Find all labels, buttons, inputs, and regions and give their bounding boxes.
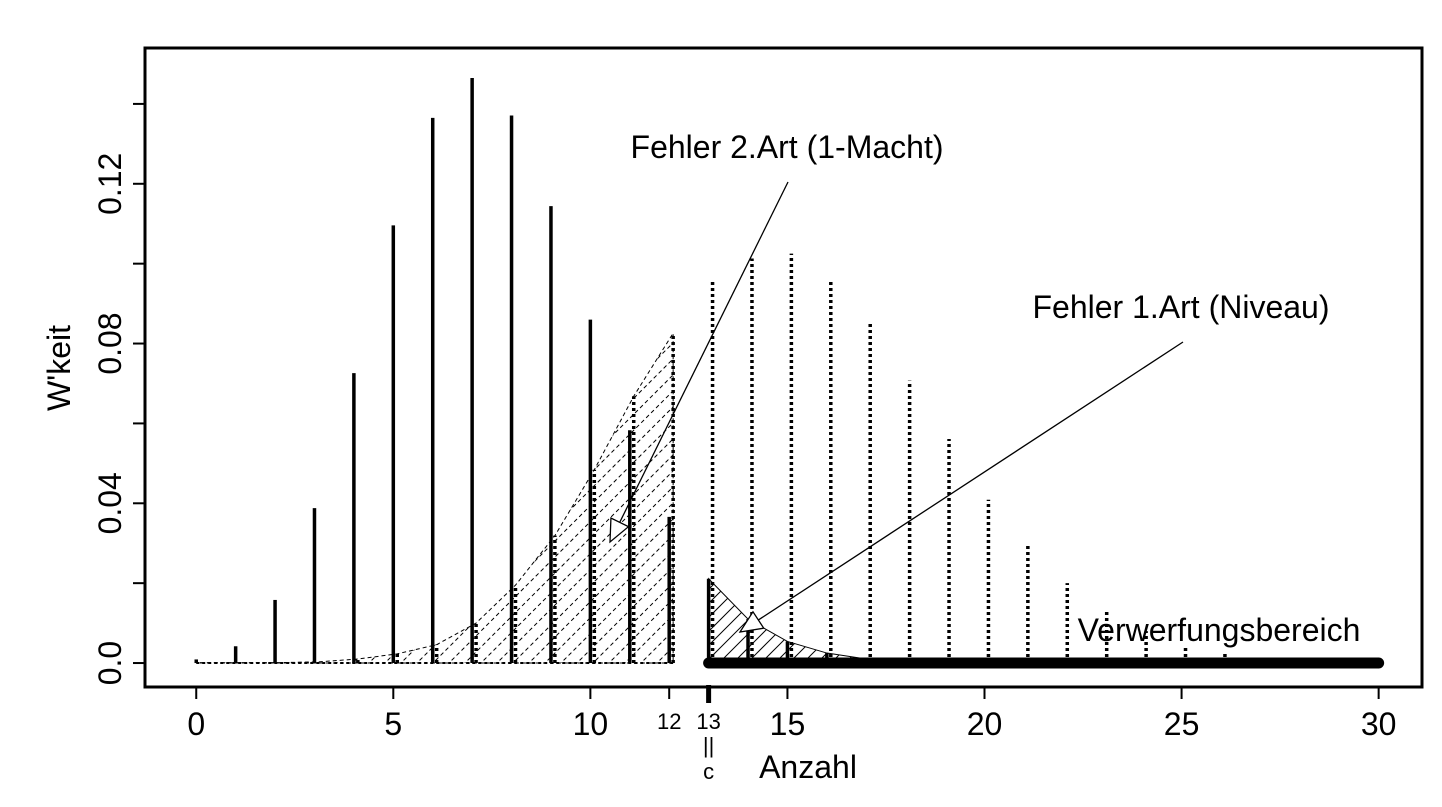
- x-axis: 0 5 10 15 20 25 30 12 13||c: [187, 685, 1396, 784]
- x-tick-label-30: 30: [1361, 706, 1397, 742]
- hatch-line: [200, 333, 641, 664]
- plot-frame: [143, 46, 1424, 689]
- hatch-line: [1018, 500, 1218, 700]
- c-marker-label: c: [703, 759, 714, 784]
- type2-arrow-line: [609, 181, 789, 543]
- hatch-line: [427, 333, 674, 664]
- annotation-type1-label: Fehler 1.Art (Niveau): [1033, 289, 1330, 325]
- hatch-line: [863, 578, 946, 664]
- hatch-line: [235, 333, 674, 664]
- type1-arrow-line: [739, 341, 1184, 633]
- hatch-line: [891, 578, 946, 664]
- x-tick-label-0: 0: [187, 706, 205, 742]
- type1-arrow-head: [738, 610, 765, 633]
- hatch-line: [709, 578, 911, 664]
- x-tick-label-25: 25: [1164, 706, 1200, 742]
- x-extra-tick-label-13: 13: [696, 709, 720, 734]
- bars-layer: [194, 77, 1306, 665]
- hatch-line: [267, 333, 674, 664]
- hatch-line: [1032, 500, 1232, 700]
- hatch-line: [990, 500, 1190, 700]
- x-tick-label-5: 5: [384, 706, 402, 742]
- hatch-line: [1046, 500, 1246, 700]
- hatch-line: [395, 333, 674, 664]
- hatch-line: [905, 578, 946, 664]
- hatch-line: [793, 578, 946, 664]
- hatch-line: [821, 578, 946, 664]
- x-tick-label-15: 15: [770, 706, 806, 742]
- hatch-line: [200, 333, 674, 664]
- y-tick-label-2: 0.08: [92, 312, 128, 374]
- hatch-line: [347, 333, 674, 664]
- hatch-line: [200, 333, 673, 664]
- hatch-line: [708, 578, 799, 664]
- hatch-line: [948, 500, 1148, 700]
- y-tick-label-3: 0.12: [92, 153, 128, 215]
- hatch-line: [219, 333, 674, 664]
- x-axis-label: Anzahl: [759, 749, 857, 785]
- hatch-line: [835, 578, 946, 664]
- hatch-line: [708, 578, 813, 664]
- hatch-line: [933, 578, 946, 664]
- annotation-type2-label: Fehler 2.Art (1-Macht): [631, 129, 944, 165]
- y-axis: 0.0 0.04 0.08 0.12: [92, 102, 145, 685]
- hatch-line: [708, 578, 855, 664]
- hatch-line: [976, 500, 1176, 700]
- hatch-line: [708, 578, 869, 664]
- hatch-line: [200, 333, 561, 664]
- hatch-line: [1004, 500, 1204, 700]
- hatch-line: [200, 333, 609, 664]
- annotation-layer: [609, 181, 1184, 633]
- hatch-line: [200, 333, 657, 664]
- rejection-region-label: Verwerfungsbereich: [1078, 612, 1361, 648]
- hatch-line: [708, 578, 827, 664]
- hatch-line: [411, 333, 674, 664]
- hatch-line: [962, 500, 1162, 700]
- hatch-line: [200, 333, 625, 664]
- hatch-line: [363, 333, 674, 664]
- hatch-line: [200, 333, 577, 664]
- x-tick-label-20: 20: [967, 706, 1003, 742]
- y-axis-label: W'keit: [41, 325, 77, 411]
- hatch-line: [751, 578, 946, 664]
- hatch-line: [571, 333, 674, 664]
- x-extra-tick-label-12: 12: [657, 709, 681, 734]
- hatch-line: [315, 333, 674, 664]
- hatch-line: [587, 333, 674, 664]
- y-tick-label-0: 0.0: [92, 641, 128, 685]
- x-tick-label-10: 10: [573, 706, 609, 742]
- type2-arrow-head: [609, 516, 630, 544]
- c-marker-equals: ||: [703, 733, 714, 758]
- hatch-line: [251, 333, 674, 664]
- hatch-line: [765, 578, 946, 664]
- hatch-line: [723, 578, 925, 664]
- y-tick-label-1: 0.04: [92, 472, 128, 534]
- type2-region-outline: [199, 331, 674, 664]
